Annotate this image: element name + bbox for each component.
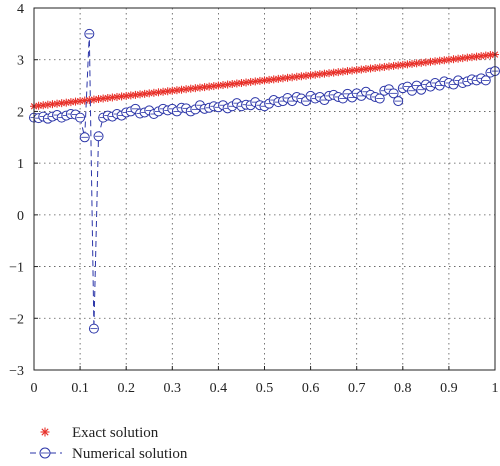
x-tick-label: 0.9 [440,381,458,396]
numerical-solution-point [79,132,90,143]
y-tick-label: 4 [17,2,24,17]
y-tick-label: −1 [9,261,24,276]
exact-solution-point [145,89,154,98]
numerical-solution-point [393,96,404,107]
legend-numerical-label: Numerical solution [72,446,188,462]
series-layer [29,28,500,334]
numerical-solution-point [93,131,104,142]
y-tick-label: 1 [17,157,24,172]
x-tick-label: 0.1 [71,381,89,396]
axes-labels: 0 0.1 0.2 0.3 0.4 0.5 0.6 0.7 0.8 0.9 1 −3 −2 −1 0 1 2 3 4 [9,2,498,396]
legend-exact-label: Exact solution [72,425,159,441]
numerical-solution-point [88,323,99,334]
y-tick-label: 2 [17,105,24,120]
y-tick-label: 3 [17,54,24,69]
x-tick-label: 0.2 [117,381,135,396]
numerical-solution-point [374,93,385,104]
legend-numerical-marker [39,447,51,459]
y-tick-label: 0 [17,209,24,224]
x-tick-label: 0.8 [394,381,412,396]
exact-solution-point [200,83,209,92]
x-tick-label: 0.5 [256,381,274,396]
legend-exact-marker [40,427,50,437]
x-tick-label: 0.6 [302,381,320,396]
x-tick-label: 0.4 [210,381,228,396]
x-tick-label: 1 [492,381,499,396]
x-tick-label: 0.3 [164,381,182,396]
y-tick-label: −2 [9,312,24,327]
x-tick-label: 0.7 [348,381,366,396]
y-tick-label: −3 [9,364,24,379]
numerical-solution-point [75,112,86,123]
legend: Exact solution Numerical solution [30,425,188,462]
exact-solution-point [458,54,467,63]
numerical-solution-point [84,28,95,39]
plot-frame [33,7,496,371]
numerical-solution-point [388,88,399,99]
x-tick-label: 0 [31,381,38,396]
numerical-solution-point [480,75,491,86]
exact-solution-point [306,71,315,80]
